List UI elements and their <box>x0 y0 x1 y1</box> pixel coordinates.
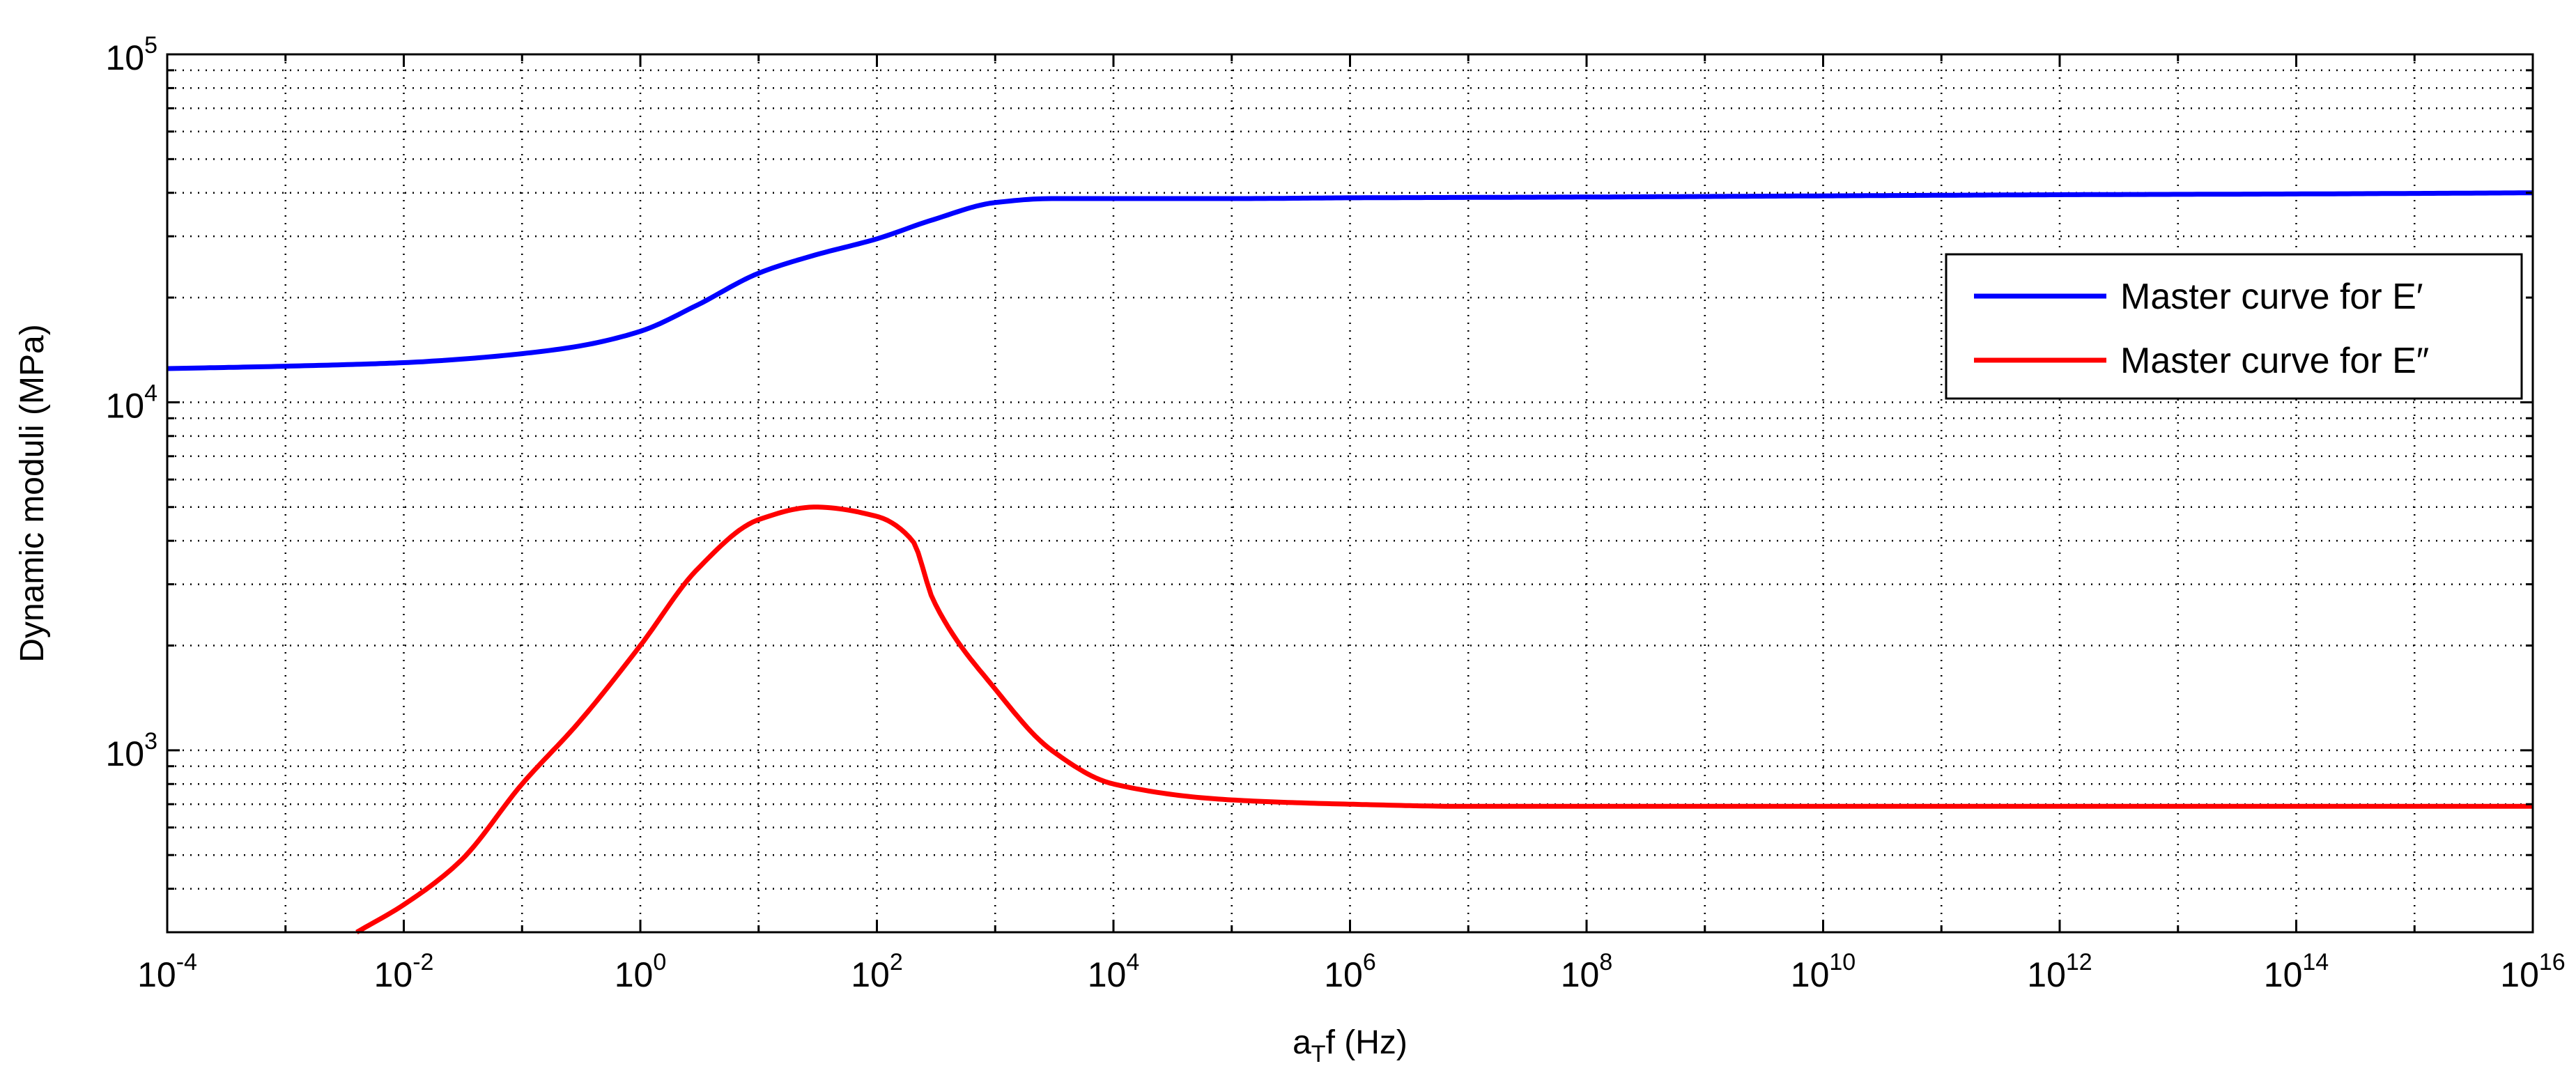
x-tick-label: 10-4 <box>137 949 197 994</box>
x-tick-label-base: 10 <box>374 955 413 994</box>
x-axis-tick-labels: 10-4 10-2 100 102 104 106 108 1010 1012 1014 1016 <box>137 949 2566 994</box>
x-tick-label-exponent: 0 <box>653 949 666 975</box>
y-axis-label: Dynamic moduli (MPa) <box>14 324 51 662</box>
y-tick-label-exponent: 5 <box>144 32 157 59</box>
x-tick-label: 104 <box>1088 949 1140 994</box>
legend-label-e-double-prime: Master curve for E″ <box>2120 341 2429 381</box>
x-tick-label-exponent: 10 <box>1829 949 1856 975</box>
y-tick-label-exponent: 3 <box>144 728 157 755</box>
x-tick-label-base: 10 <box>137 955 176 994</box>
legend-box <box>1945 253 2523 400</box>
x-tick-label-exponent: 12 <box>2066 949 2092 975</box>
x-tick-label: 108 <box>1561 949 1613 994</box>
series-layer <box>167 190 2533 935</box>
x-tick-label-exponent: -2 <box>412 949 433 975</box>
x-tick-label-exponent: 6 <box>1363 949 1376 975</box>
legend: Master curve for E′ Master curve for E″ <box>1945 253 2523 400</box>
x-tick-label-exponent: -4 <box>176 949 197 975</box>
x-tick-label-base: 10 <box>2500 955 2539 994</box>
x-tick-label-base: 10 <box>1324 955 1363 994</box>
x-axis-label: aTf (Hz) <box>1293 1024 1407 1067</box>
x-tick-label-base: 10 <box>1791 955 1830 994</box>
series-line-e-prime <box>167 190 2533 371</box>
x-tick-label-base: 10 <box>2264 955 2303 994</box>
y-tick-label: 103 <box>105 728 157 773</box>
x-tick-label: 1010 <box>1791 949 1856 994</box>
x-tick-label-base: 10 <box>851 955 890 994</box>
y-tick-label-exponent: 4 <box>144 380 157 406</box>
x-tick-label: 10-2 <box>374 949 434 994</box>
x-tick-label: 102 <box>851 949 903 994</box>
x-tick-label-exponent: 8 <box>1599 949 1612 975</box>
x-tick-label-base: 10 <box>2027 955 2066 994</box>
x-axis-label-sub: T <box>1311 1041 1326 1067</box>
plot-area <box>166 53 2534 935</box>
x-tick-label: 1016 <box>2500 949 2565 994</box>
y-tick-label-base: 10 <box>105 734 144 773</box>
x-axis-label-main: a <box>1293 1024 1311 1061</box>
x-tick-label-exponent: 14 <box>2302 949 2329 975</box>
x-tick-label-exponent: 2 <box>890 949 903 975</box>
x-tick-label-base: 10 <box>615 955 654 994</box>
x-tick-label-exponent: 16 <box>2539 949 2566 975</box>
x-tick-label-base: 10 <box>1561 955 1600 994</box>
x-tick-label-exponent: 4 <box>1126 949 1139 975</box>
y-tick-label: 104 <box>105 380 157 425</box>
legend-label-e-prime: Master curve for E′ <box>2120 277 2423 317</box>
y-tick-label-base: 10 <box>105 38 144 77</box>
x-tick-label: 1012 <box>2027 949 2092 994</box>
series-line-e-double-prime <box>355 504 2533 935</box>
x-tick-label-base: 10 <box>1088 955 1127 994</box>
y-tick-label: 105 <box>105 32 157 77</box>
x-axis-label-rest: f (Hz) <box>1326 1024 1407 1061</box>
x-axis-ticks <box>166 54 2534 932</box>
x-tick-label: 106 <box>1324 949 1376 994</box>
y-tick-label-base: 10 <box>105 386 144 425</box>
x-tick-label: 100 <box>615 949 667 994</box>
x-tick-label: 1014 <box>2264 949 2329 994</box>
y-axis-ticks <box>167 53 2533 934</box>
